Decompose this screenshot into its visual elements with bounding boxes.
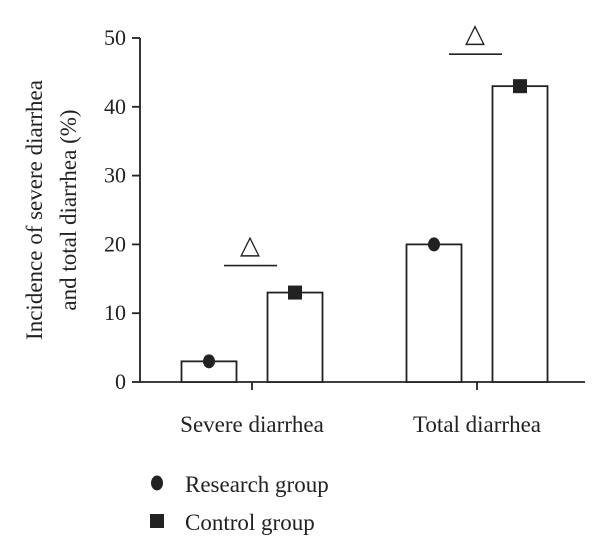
significance-symbol: △: [465, 19, 485, 48]
y-tick-label: 10: [104, 300, 126, 325]
y-axis-title: Incidence of severe diarrhea and total d…: [22, 80, 81, 340]
legend-marker-circle: [151, 475, 163, 491]
legend-label-research: Research group: [185, 472, 329, 497]
markers: [203, 79, 527, 369]
x-tick-label: Severe diarrhea: [180, 412, 324, 437]
y-tick-label: 20: [104, 231, 126, 256]
legend-label-control: Control group: [185, 510, 315, 535]
legend-marker-square: [150, 514, 164, 528]
significance-symbol: △: [240, 231, 260, 260]
point-research: [203, 354, 215, 369]
x-tick-label: Total diarrhea: [413, 412, 541, 437]
legend-item-control: Control group: [150, 510, 315, 535]
significance-annotations: △△: [224, 19, 502, 267]
bars: [180, 85, 549, 383]
bar-control: [266, 291, 324, 383]
y-tick-label: 40: [104, 94, 126, 119]
y-ticks: 0 10 20 30 40 50: [104, 25, 140, 394]
legend-item-research: Research group: [151, 472, 329, 497]
y-tick-label: 0: [115, 369, 126, 394]
point-research: [428, 237, 440, 252]
y-axis-title-line-2: and total diarrhea (%): [56, 109, 81, 310]
bar-control: [491, 85, 549, 383]
y-axis-title-line-1: Incidence of severe diarrhea: [22, 80, 47, 340]
point-control: [513, 79, 527, 94]
y-tick-label: 50: [104, 25, 126, 50]
legend: Research group Control group: [150, 472, 329, 535]
bar-research: [405, 243, 463, 383]
y-tick-label: 30: [104, 163, 126, 188]
point-control: [288, 285, 302, 300]
x-ticks: Severe diarrhea Total diarrhea: [180, 382, 541, 437]
